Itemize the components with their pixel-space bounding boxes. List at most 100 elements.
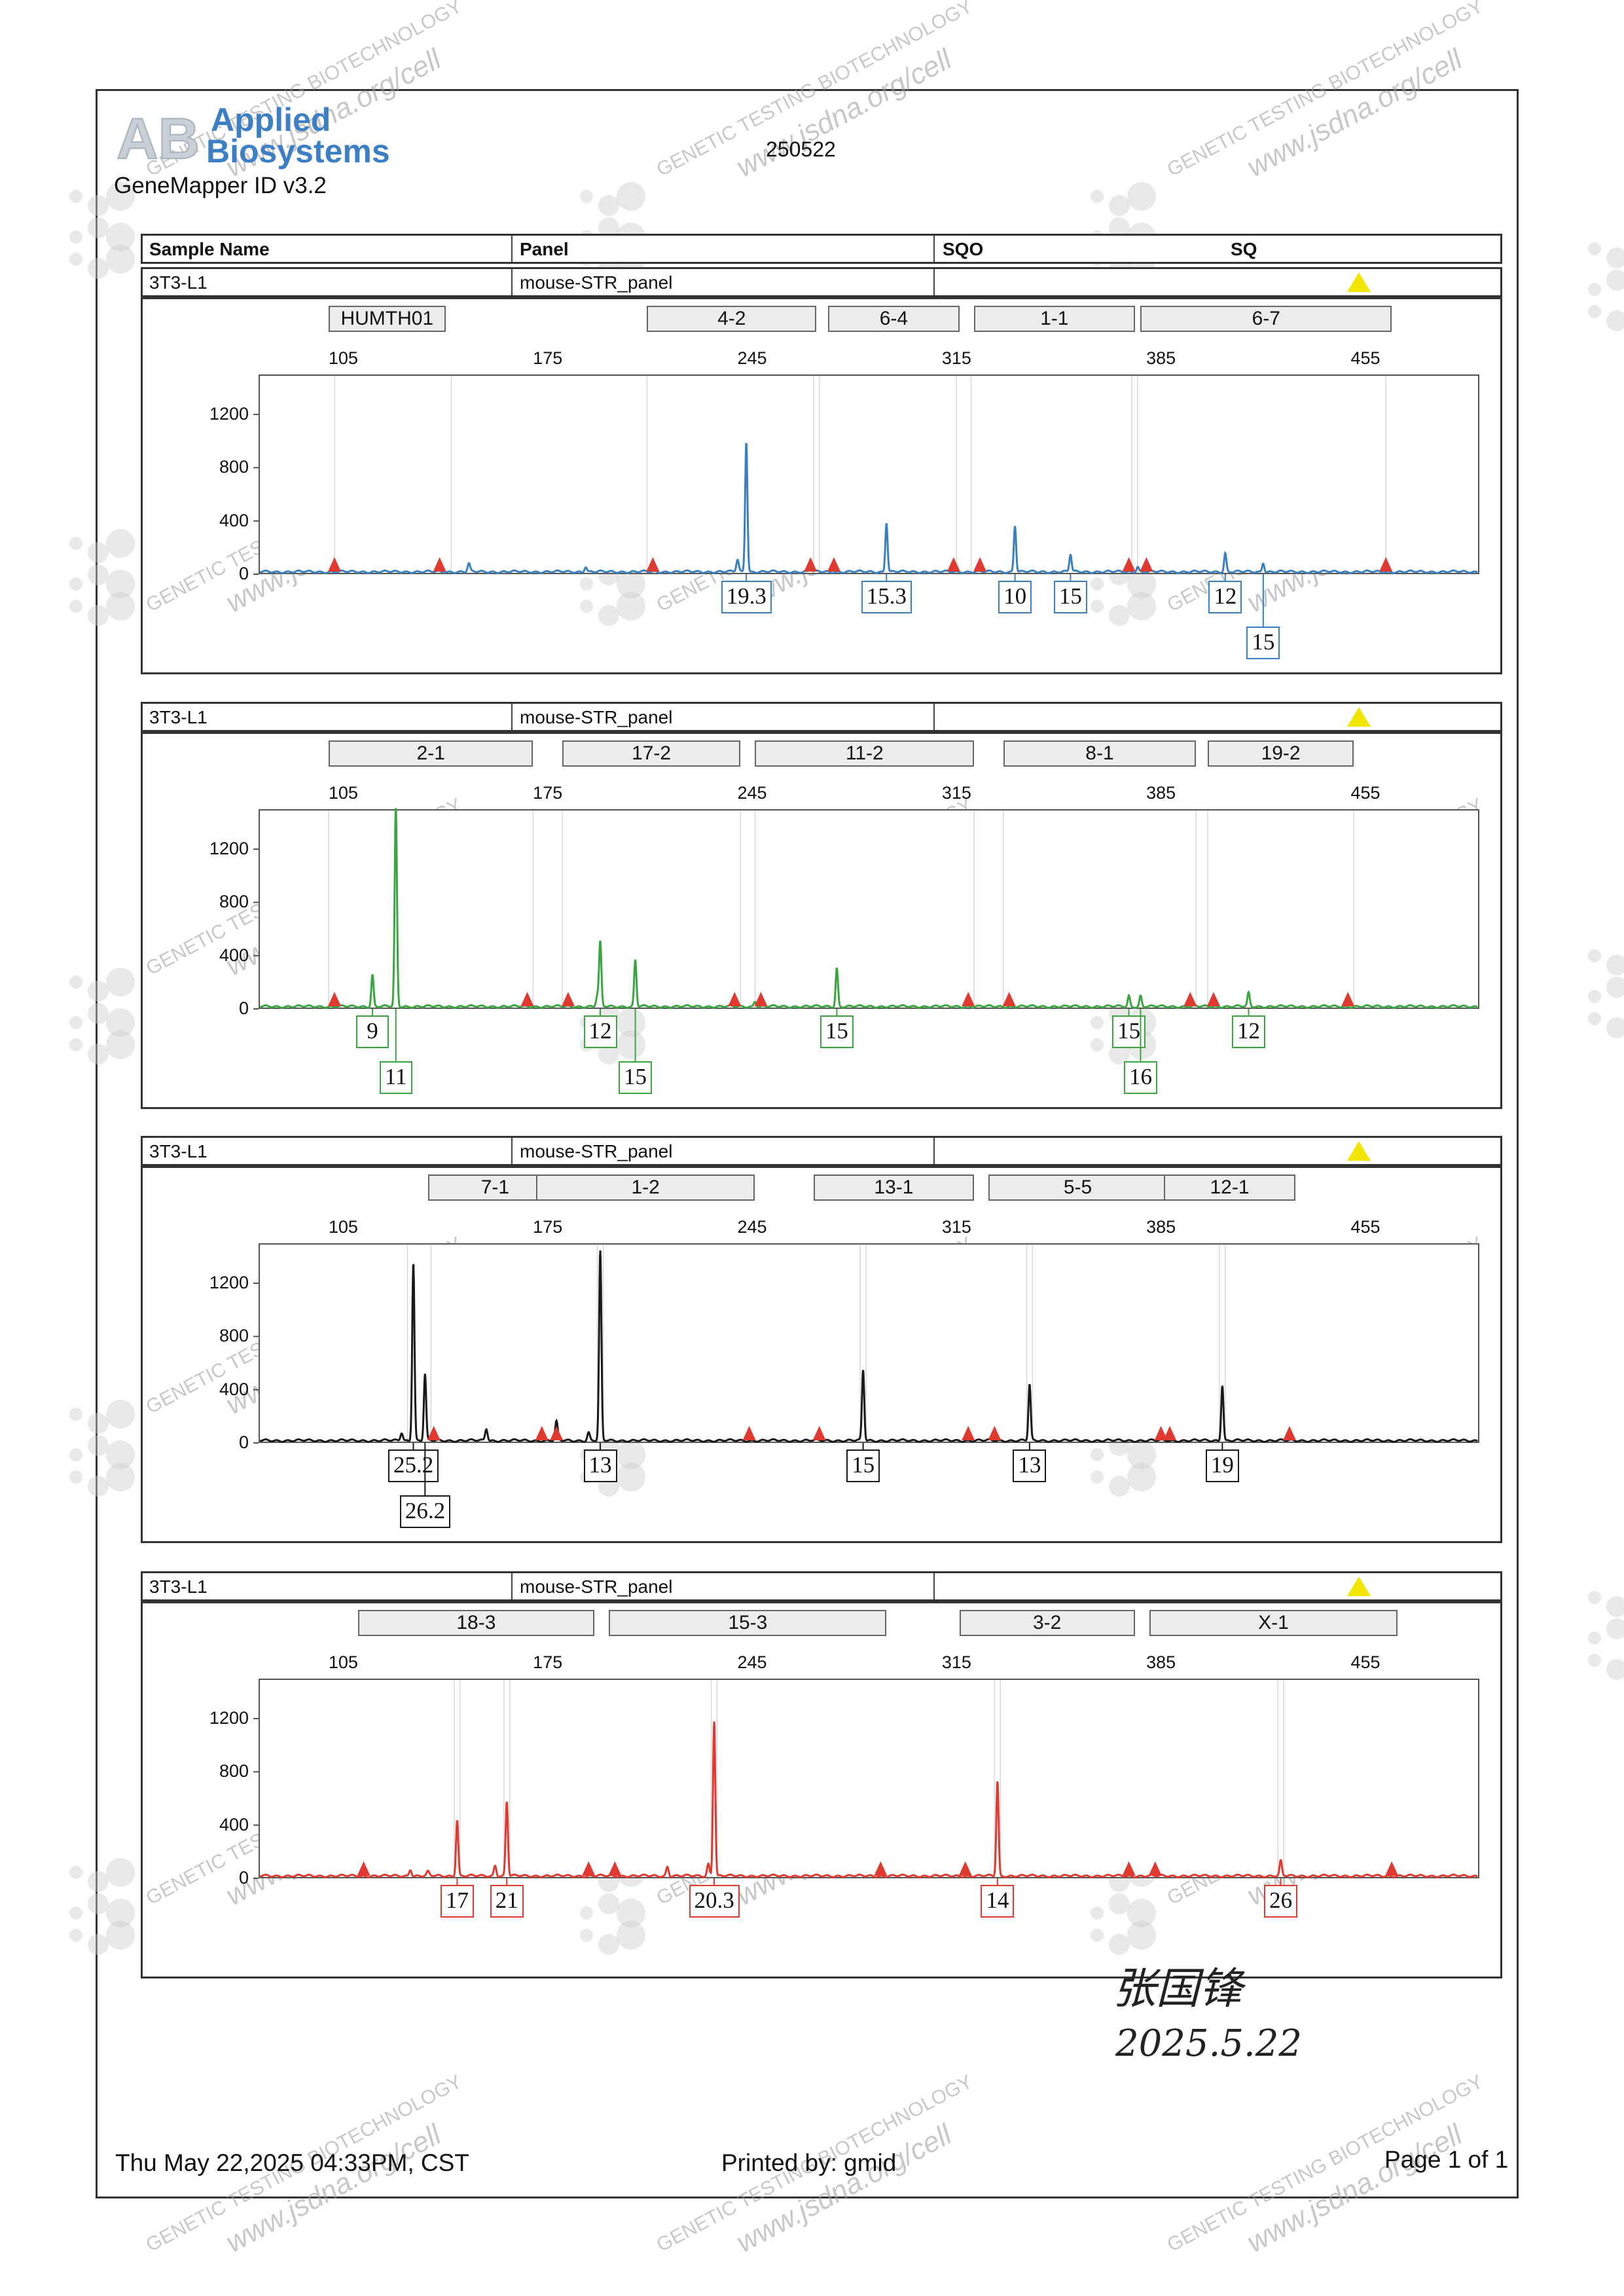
locus-marker[interactable]: 1-1 — [974, 306, 1135, 332]
logo-text: AB — [117, 110, 200, 162]
software-version: GeneMapper ID v3.2 — [114, 173, 327, 198]
y-tick-label: 1200 — [209, 1708, 249, 1728]
y-tick-label: 0 — [238, 998, 249, 1018]
x-tick-label: 245 — [737, 1217, 767, 1237]
watermark-dot — [69, 230, 82, 244]
x-tick-label: 315 — [941, 1652, 971, 1672]
allele-call-label[interactable]: 15 — [1053, 581, 1087, 613]
allele-call-label[interactable]: 26 — [1264, 1885, 1298, 1918]
signature-name: 张国锋 — [1113, 1963, 1246, 2014]
allele-call-label[interactable]: 19.3 — [721, 581, 772, 613]
locus-marker[interactable]: 6-7 — [1140, 306, 1392, 332]
allele-call-label[interactable]: 26.2 — [399, 1495, 451, 1528]
locus-marker[interactable]: X-1 — [1149, 1610, 1398, 1636]
allele-call-label[interactable]: 13 — [583, 1449, 617, 1482]
allele-call-label[interactable]: 12 — [1232, 1015, 1266, 1048]
locus-marker[interactable]: HUMTH01 — [329, 306, 446, 332]
electropherogram-panel — [141, 1166, 1502, 1543]
watermark-dot — [69, 600, 82, 613]
x-tick-label: 245 — [737, 1652, 767, 1672]
allele-call-label[interactable]: 15 — [820, 1015, 854, 1048]
y-tick-label: 0 — [238, 1432, 249, 1452]
watermark-dot — [69, 537, 82, 550]
allele-call-label[interactable]: 15 — [619, 1061, 653, 1094]
allele-call-label[interactable]: 15.3 — [861, 581, 912, 613]
divider — [933, 1573, 935, 1599]
watermark-dot — [1588, 283, 1601, 296]
locus-marker[interactable]: 18-3 — [357, 1610, 595, 1636]
col-sqo: SQO — [943, 239, 984, 259]
locus-marker[interactable]: 19-2 — [1208, 740, 1354, 767]
y-tick-label: 400 — [219, 1379, 249, 1399]
watermark-dot — [69, 1929, 82, 1942]
locus-marker[interactable]: 3-2 — [959, 1610, 1135, 1636]
allele-call-label[interactable]: 11 — [379, 1061, 412, 1094]
watermark-dot — [1588, 949, 1601, 962]
x-tick-label: 385 — [1146, 1217, 1176, 1237]
watermark-dot — [69, 577, 82, 591]
allele-call-label[interactable]: 21 — [490, 1885, 524, 1918]
y-tick-label: 800 — [219, 1761, 249, 1781]
locus-marker[interactable]: 2-1 — [329, 740, 533, 767]
locus-marker[interactable]: 5-5 — [988, 1175, 1167, 1201]
locus-marker[interactable]: 12-1 — [1164, 1175, 1295, 1201]
locus-marker[interactable]: 1-2 — [535, 1175, 755, 1201]
x-tick-label: 455 — [1350, 1217, 1380, 1237]
allele-call-label[interactable]: 9 — [356, 1015, 389, 1048]
allele-call-label[interactable]: 20.3 — [689, 1885, 740, 1918]
sizing-quality-flag-icon — [1347, 707, 1371, 727]
applied-biosystems-logo-icon: AB — [117, 110, 200, 162]
x-tick-label: 175 — [533, 1652, 563, 1672]
allele-call-label[interactable]: 13 — [1013, 1449, 1047, 1482]
allele-call-label[interactable]: 15 — [1112, 1015, 1146, 1048]
divider — [933, 236, 935, 262]
watermark-dot — [1606, 247, 1624, 268]
col-panel: Panel — [520, 239, 569, 259]
run-id: 250522 — [766, 137, 836, 161]
watermark-dot — [1606, 955, 1624, 975]
x-tick-label: 455 — [1350, 348, 1380, 368]
allele-call-label[interactable]: 16 — [1123, 1061, 1157, 1094]
locus-marker[interactable]: 17-2 — [562, 740, 741, 767]
locus-marker[interactable]: 4-2 — [647, 306, 817, 332]
allele-call-label[interactable]: 14 — [981, 1885, 1015, 1918]
plot-area — [259, 374, 1479, 574]
allele-call-label[interactable]: 15 — [1246, 627, 1280, 659]
locus-marker[interactable]: 13-1 — [813, 1175, 975, 1201]
watermark-dot — [1588, 305, 1601, 318]
watermark-dot — [1588, 1012, 1601, 1025]
y-tick-label: 800 — [219, 1326, 249, 1346]
allele-call-label[interactable]: 19 — [1205, 1449, 1239, 1482]
sample-name: 3T3-L1 — [149, 1576, 208, 1597]
allele-call-label[interactable]: 12 — [583, 1015, 617, 1048]
x-tick-label: 385 — [1146, 348, 1176, 368]
sample-row: 3T3-L1 mouse-STR_panel — [141, 702, 1502, 732]
watermark-dot — [69, 1038, 82, 1051]
divider — [933, 269, 935, 295]
allele-call-label[interactable]: 17 — [440, 1885, 474, 1918]
y-tick-label: 800 — [219, 892, 249, 912]
y-tick-label: 800 — [219, 457, 249, 477]
brand-name-line2: Biosystems — [206, 133, 390, 170]
watermark-dot — [69, 190, 82, 203]
watermark-dot — [69, 975, 82, 989]
x-tick-label: 105 — [328, 783, 358, 803]
locus-marker[interactable]: 6-4 — [828, 306, 960, 332]
x-tick-label: 245 — [737, 348, 767, 368]
allele-call-label[interactable]: 25.2 — [388, 1449, 439, 1482]
locus-marker[interactable]: 8-1 — [1003, 740, 1197, 767]
allele-call-label[interactable]: 15 — [846, 1449, 880, 1482]
panel-name: mouse-STR_panel — [520, 1576, 673, 1597]
watermark-dot — [1588, 990, 1601, 1003]
page-frame — [96, 89, 1519, 2198]
divider — [511, 1138, 513, 1164]
allele-call-label[interactable]: 10 — [998, 581, 1032, 613]
x-tick-label: 455 — [1350, 783, 1380, 803]
y-tick-label: 400 — [219, 1814, 249, 1834]
allele-call-label[interactable]: 12 — [1208, 581, 1242, 613]
locus-marker[interactable]: 11-2 — [755, 740, 975, 767]
electropherogram-panel — [141, 1601, 1502, 1978]
electropherogram-panel — [141, 732, 1502, 1109]
divider — [511, 1573, 513, 1599]
locus-marker[interactable]: 15-3 — [609, 1610, 887, 1636]
